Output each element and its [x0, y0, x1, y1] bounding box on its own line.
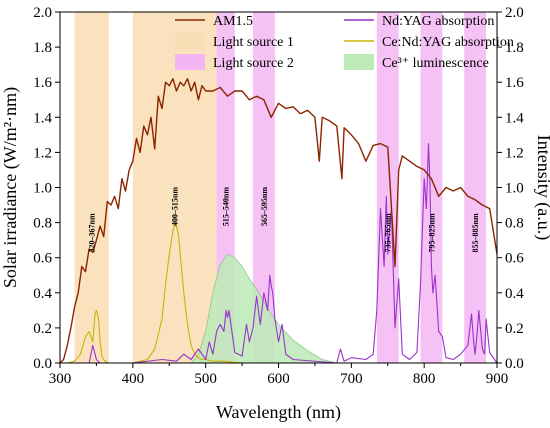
band-6: [464, 12, 487, 363]
band-label-0: 320–367nm: [88, 213, 97, 252]
x-axis-label: Wavelength (nm): [216, 402, 341, 423]
y2-tick-label-5: 1.0: [505, 181, 524, 197]
y2-tick-label-7: 1.4: [505, 110, 524, 126]
y2-axis-label: Intensity (a.u.): [533, 135, 550, 240]
band-1: [132, 12, 217, 363]
y2-tick-label-2: 0.4: [505, 286, 524, 302]
band-0: [74, 12, 109, 363]
band-label-4: 735–765nm: [384, 213, 393, 252]
y-tick-label-5: 1.0: [33, 181, 52, 197]
x-tick-label-2: 500: [194, 371, 217, 387]
y2-tick-label-3: 0.6: [505, 251, 524, 267]
y-tick-label-7: 1.4: [33, 110, 52, 126]
y2-tick-label-6: 1.2: [505, 145, 524, 161]
series-fill-3: [190, 253, 337, 364]
band-labels: 320–367nm 400–515nm 515–540nm 565–595nm 735–…: [88, 187, 480, 253]
band-label-3: 565–595nm: [260, 187, 269, 226]
legend-swatch-5: [344, 54, 374, 70]
y-tick-label-9: 1.8: [33, 40, 52, 56]
y-tick-label-2: 0.4: [33, 286, 52, 302]
band-label-6: 855–885nm: [471, 213, 480, 252]
x-tick-label-5: 800: [413, 371, 436, 387]
y2-tick-label-9: 1.8: [505, 40, 524, 56]
y2-tick-label-10: 2.0: [505, 5, 524, 21]
series-layer: [59, 77, 498, 364]
y2-tick-label-4: 0.8: [505, 216, 524, 232]
y-tick-label-10: 2.0: [33, 5, 52, 21]
legend-swatch-2: [175, 33, 205, 49]
series-line-1: [60, 143, 498, 364]
x-tick-label-3: 600: [267, 371, 290, 387]
legend: AM1.5 Nd:YAG absorption Light source 1 Ce:N…: [175, 14, 514, 71]
band-label-2: 515–540nm: [222, 187, 231, 226]
legend-swatch-4: [175, 54, 205, 70]
legend-label-4: Light source 2: [213, 56, 294, 71]
x-tick-label-1: 400: [122, 371, 145, 387]
legend-label-5: Ce³⁺ luminescence: [382, 56, 489, 71]
y-tick-label-1: 0.2: [33, 321, 52, 337]
y-axis-label: Solar irradiance (W/m²·nm): [0, 87, 21, 288]
band-5: [420, 12, 443, 363]
highlight-bands: [74, 12, 487, 363]
axes: 300 400 500 600 700 800 9000.00.20.40.60.81.01…: [33, 5, 524, 387]
y2-tick-label-0: 0.0: [505, 356, 524, 372]
series-line-2: [60, 222, 352, 364]
legend-label-0: AM1.5: [213, 14, 253, 29]
y-tick-label-6: 1.2: [33, 145, 52, 161]
series-line-0: [59, 77, 498, 364]
legend-label-3: Ce:Nd:YAG absorption: [382, 35, 514, 50]
x-tick-label-4: 700: [340, 371, 363, 387]
y2-tick-label-1: 0.2: [505, 321, 524, 337]
y2-tick-label-8: 1.6: [505, 75, 524, 91]
y-tick-label-0: 0.0: [33, 356, 52, 372]
y-tick-label-8: 1.6: [33, 75, 52, 91]
y-tick-label-3: 0.6: [33, 251, 52, 267]
band-label-5: 795–825nm: [427, 213, 436, 252]
legend-label-2: Light source 1: [213, 35, 294, 50]
band-label-1: 400–515nm: [171, 187, 180, 226]
x-tick-label-6: 900: [486, 371, 509, 387]
y-tick-label-4: 0.8: [33, 216, 52, 232]
legend-label-1: Nd:YAG absorption: [382, 14, 494, 29]
x-tick-label-0: 300: [49, 371, 72, 387]
